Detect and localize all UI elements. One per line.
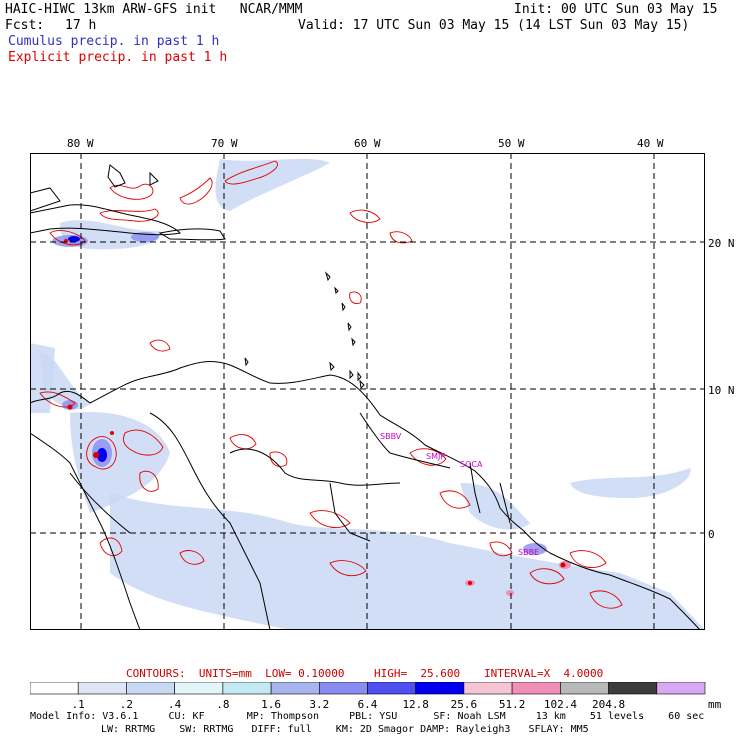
colorbar-svg: .1 .2 .4 .8 1.6 3.2 6.4 12.8 25.6 51.2 102.4 204.8 xyxy=(29,681,706,711)
colorbar-swatch xyxy=(174,681,224,695)
forecast-hour: 17 h xyxy=(65,18,97,33)
lat-label-10n: 10 N xyxy=(708,384,735,397)
model-info-line2: LW: RRTMG SW: RRTMG DIFF: full KM: 2D Sm… xyxy=(101,724,589,735)
colorbar-tick-label: 12.8 xyxy=(402,698,429,711)
precipitation-map: SBBV SMJP SOCA SBBE xyxy=(30,153,705,630)
lon-label-50w: 50 W xyxy=(498,137,525,150)
colorbar-tick-label: 51.2 xyxy=(499,698,525,711)
lon-label-40w: 40 W xyxy=(637,137,664,150)
cumulus-precip-label: Cumulus precip. in past 1 h xyxy=(8,34,220,49)
forecast-label: Fcst: xyxy=(5,18,45,33)
contours-high: HIGH= 25.600 xyxy=(374,667,461,680)
lon-label-60w: 60 W xyxy=(354,137,381,150)
contours-interval: INTERVAL=X 4.0000 xyxy=(484,667,604,680)
colorbar-unit: mm xyxy=(708,698,722,711)
lat-label-20n: 20 N xyxy=(708,237,735,250)
colorbar-swatch xyxy=(367,681,417,695)
colorbar-swatch xyxy=(656,681,706,695)
colorbar-swatch xyxy=(77,681,127,695)
colorbar-tick-label: 3.2 xyxy=(309,698,329,711)
colorbar-tick-label: .8 xyxy=(216,698,229,711)
station-label: SMJP xyxy=(426,452,445,461)
station-label: SBBE xyxy=(518,548,539,557)
colorbar-tick-label: 204.8 xyxy=(592,698,625,711)
colorbar-swatch xyxy=(560,681,609,695)
model-title: HAIC-HIWC 13km ARW-GFS init NCAR/MMM xyxy=(5,2,303,17)
colorbar-tick-label: 25.6 xyxy=(451,698,478,711)
valid-time: Valid: 17 UTC Sun 03 May 15 (14 LST Sun … xyxy=(298,18,690,33)
lat-lon-grid xyxy=(30,153,705,630)
caribbean-islands xyxy=(244,271,365,390)
lon-label-80w: 80 W xyxy=(67,137,94,150)
colorbar-tick-label: .2 xyxy=(120,698,133,711)
colorbar-swatch xyxy=(608,681,658,695)
init-time: Init: 00 UTC Sun 03 May 15 xyxy=(514,2,718,17)
colorbar-tick-label: 102.4 xyxy=(544,698,577,711)
explicit-precip-contours xyxy=(39,160,623,609)
colorbar-swatch xyxy=(126,681,175,695)
map-frame xyxy=(30,153,705,630)
colorbar-swatch xyxy=(222,681,272,695)
model-info-line1: Model Info: V3.6.1 CU: KF MP: Thompson P… xyxy=(30,711,705,722)
station-label: SOCA xyxy=(460,460,483,469)
colorbar-tick-label: 1.6 xyxy=(261,698,281,711)
colorbar-swatch xyxy=(270,681,320,695)
colorbar-swatch xyxy=(463,681,513,695)
colorbar-swatch xyxy=(318,681,368,695)
colorbar-swatch xyxy=(29,681,79,695)
cumulus-shading xyxy=(30,158,705,630)
colorbar-swatch xyxy=(511,681,561,695)
cumulus-shading-heavy xyxy=(68,236,107,462)
station-label: SBBV xyxy=(380,432,402,441)
station-labels: SBBV SMJP SOCA SBBE xyxy=(380,432,539,557)
explicit-precip-cores xyxy=(64,239,566,585)
coastlines xyxy=(30,164,701,630)
explicit-precip-label: Explicit precip. in past 1 h xyxy=(8,50,228,65)
colorbar-swatch xyxy=(415,681,465,695)
lat-label-equator: 0 xyxy=(708,528,715,541)
lon-label-70w: 70 W xyxy=(211,137,238,150)
colorbar-tick-label: 6.4 xyxy=(358,698,378,711)
colorbar: .1 .2 .4 .8 1.6 3.2 6.4 12.8 25.6 51.2 102.4 204.8 xyxy=(29,681,706,716)
colorbar-tick-label: .4 xyxy=(168,698,182,711)
contours-info: CONTOURS: UNITS=mm LOW= 0.10000 xyxy=(126,667,345,680)
colorbar-tick-label: .1 xyxy=(72,698,85,711)
